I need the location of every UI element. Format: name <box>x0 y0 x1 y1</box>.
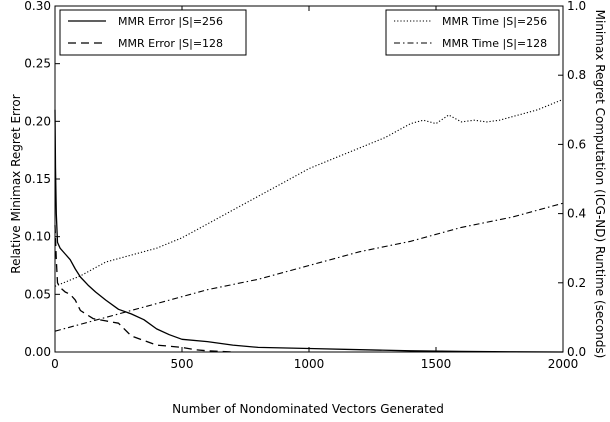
series-line-1 <box>54 225 233 353</box>
axes: 0 500 1000 1500 2000 0.00 0.05 0.10 0.15 0.20 0.25… <box>24 0 586 371</box>
y-tick-label: 0.10 <box>24 230 51 244</box>
legend-left: MMR Error |S|=256 MMR Error |S|=128 <box>59 9 247 56</box>
y-tick-label: 0.20 <box>24 114 51 128</box>
y-tick-label: 0.25 <box>24 57 51 71</box>
y2-tick-label: 0.4 <box>567 207 586 221</box>
y2-tick-label: 1.0 <box>567 0 586 13</box>
y2-tick-label: 0.2 <box>567 276 586 290</box>
y-tick-label: 0.15 <box>24 172 51 186</box>
y2-tick-label: 0.6 <box>567 137 586 151</box>
series-line-0 <box>54 109 564 353</box>
x-tick-label: 500 <box>171 357 194 371</box>
y2-axis-title: Minimax Regret Computation (ICG-ND) Runt… <box>593 10 607 359</box>
y-tick-label: 0.05 <box>24 287 51 301</box>
y-tick-label: 0.30 <box>24 0 51 13</box>
legend-label-mmr-time-128: MMR Time |S|=128 <box>442 37 547 50</box>
y2-tick-label: 0.0 <box>567 345 586 359</box>
legend-left-frame <box>59 9 247 56</box>
x-axis-title: Number of Nondominated Vectors Generated <box>172 402 444 416</box>
legend-right-frame <box>385 9 560 56</box>
x-tick-label: 1500 <box>421 357 452 371</box>
legend-label-mmr-time-256: MMR Time |S|=256 <box>442 15 547 28</box>
y2-tick-label: 0.8 <box>567 68 586 82</box>
plot-area <box>54 98 564 353</box>
legend-label-mmr-error-128: MMR Error |S|=128 <box>118 37 223 50</box>
y-tick-label: 0.00 <box>24 345 51 359</box>
series-line-3 <box>54 202 564 332</box>
x-tick-label: 1000 <box>294 357 325 371</box>
x-tick-label: 2000 <box>548 357 579 371</box>
plot-frame <box>54 5 564 353</box>
series-line-2 <box>54 98 564 287</box>
y-axis-title: Relative Minimax Regret Error <box>9 94 23 273</box>
legend-right: MMR Time |S|=256 MMR Time |S|=128 <box>385 9 560 56</box>
legend-label-mmr-error-256: MMR Error |S|=256 <box>118 15 223 28</box>
x-tick-label: 0 <box>51 357 59 371</box>
